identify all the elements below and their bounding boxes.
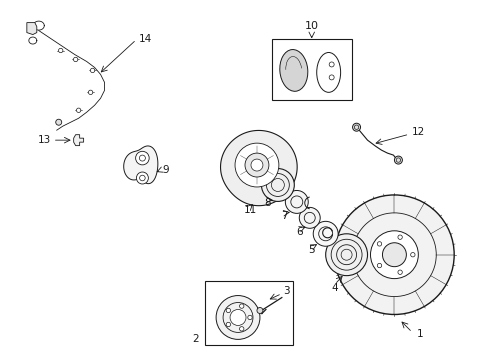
Circle shape <box>73 57 78 62</box>
Circle shape <box>239 327 244 331</box>
Circle shape <box>334 195 453 315</box>
Circle shape <box>226 308 230 312</box>
Circle shape <box>377 264 381 268</box>
Circle shape <box>216 296 260 339</box>
Circle shape <box>325 234 367 276</box>
Text: 4: 4 <box>331 283 337 293</box>
Text: 13: 13 <box>38 135 51 145</box>
Circle shape <box>235 143 278 187</box>
Circle shape <box>56 119 61 125</box>
Circle shape <box>352 123 360 131</box>
Circle shape <box>135 151 149 165</box>
Text: 9: 9 <box>162 165 168 175</box>
Circle shape <box>90 68 95 73</box>
Circle shape <box>261 168 294 201</box>
Circle shape <box>59 48 63 53</box>
Text: 1: 1 <box>415 329 422 339</box>
Text: 3: 3 <box>282 285 289 296</box>
Circle shape <box>410 252 414 257</box>
Text: 14: 14 <box>138 33 151 44</box>
Circle shape <box>370 231 417 279</box>
Circle shape <box>247 315 252 320</box>
Text: 11: 11 <box>243 205 256 215</box>
Text: 6: 6 <box>296 227 303 237</box>
Circle shape <box>250 159 263 171</box>
Ellipse shape <box>316 53 340 92</box>
Circle shape <box>244 153 268 177</box>
Polygon shape <box>74 135 83 146</box>
Circle shape <box>397 235 402 239</box>
Circle shape <box>397 270 402 274</box>
Circle shape <box>239 304 244 308</box>
Text: 8: 8 <box>264 198 271 208</box>
Circle shape <box>377 242 381 246</box>
Text: 12: 12 <box>410 127 424 137</box>
Circle shape <box>88 90 93 95</box>
Text: 7: 7 <box>281 211 287 221</box>
Circle shape <box>229 310 245 325</box>
Bar <box>205 280 292 345</box>
Polygon shape <box>27 23 37 35</box>
Circle shape <box>394 156 402 164</box>
Circle shape <box>299 207 320 228</box>
Text: 5: 5 <box>308 245 314 255</box>
Circle shape <box>285 190 307 213</box>
Polygon shape <box>220 130 297 206</box>
Text: 2: 2 <box>192 334 199 345</box>
Polygon shape <box>123 146 158 184</box>
Ellipse shape <box>279 50 307 91</box>
Circle shape <box>136 172 148 184</box>
Text: 10: 10 <box>304 21 318 31</box>
Circle shape <box>76 108 81 112</box>
Circle shape <box>226 322 230 327</box>
Circle shape <box>382 243 406 267</box>
Bar <box>271 39 351 100</box>
Circle shape <box>313 221 337 246</box>
Circle shape <box>256 307 263 314</box>
